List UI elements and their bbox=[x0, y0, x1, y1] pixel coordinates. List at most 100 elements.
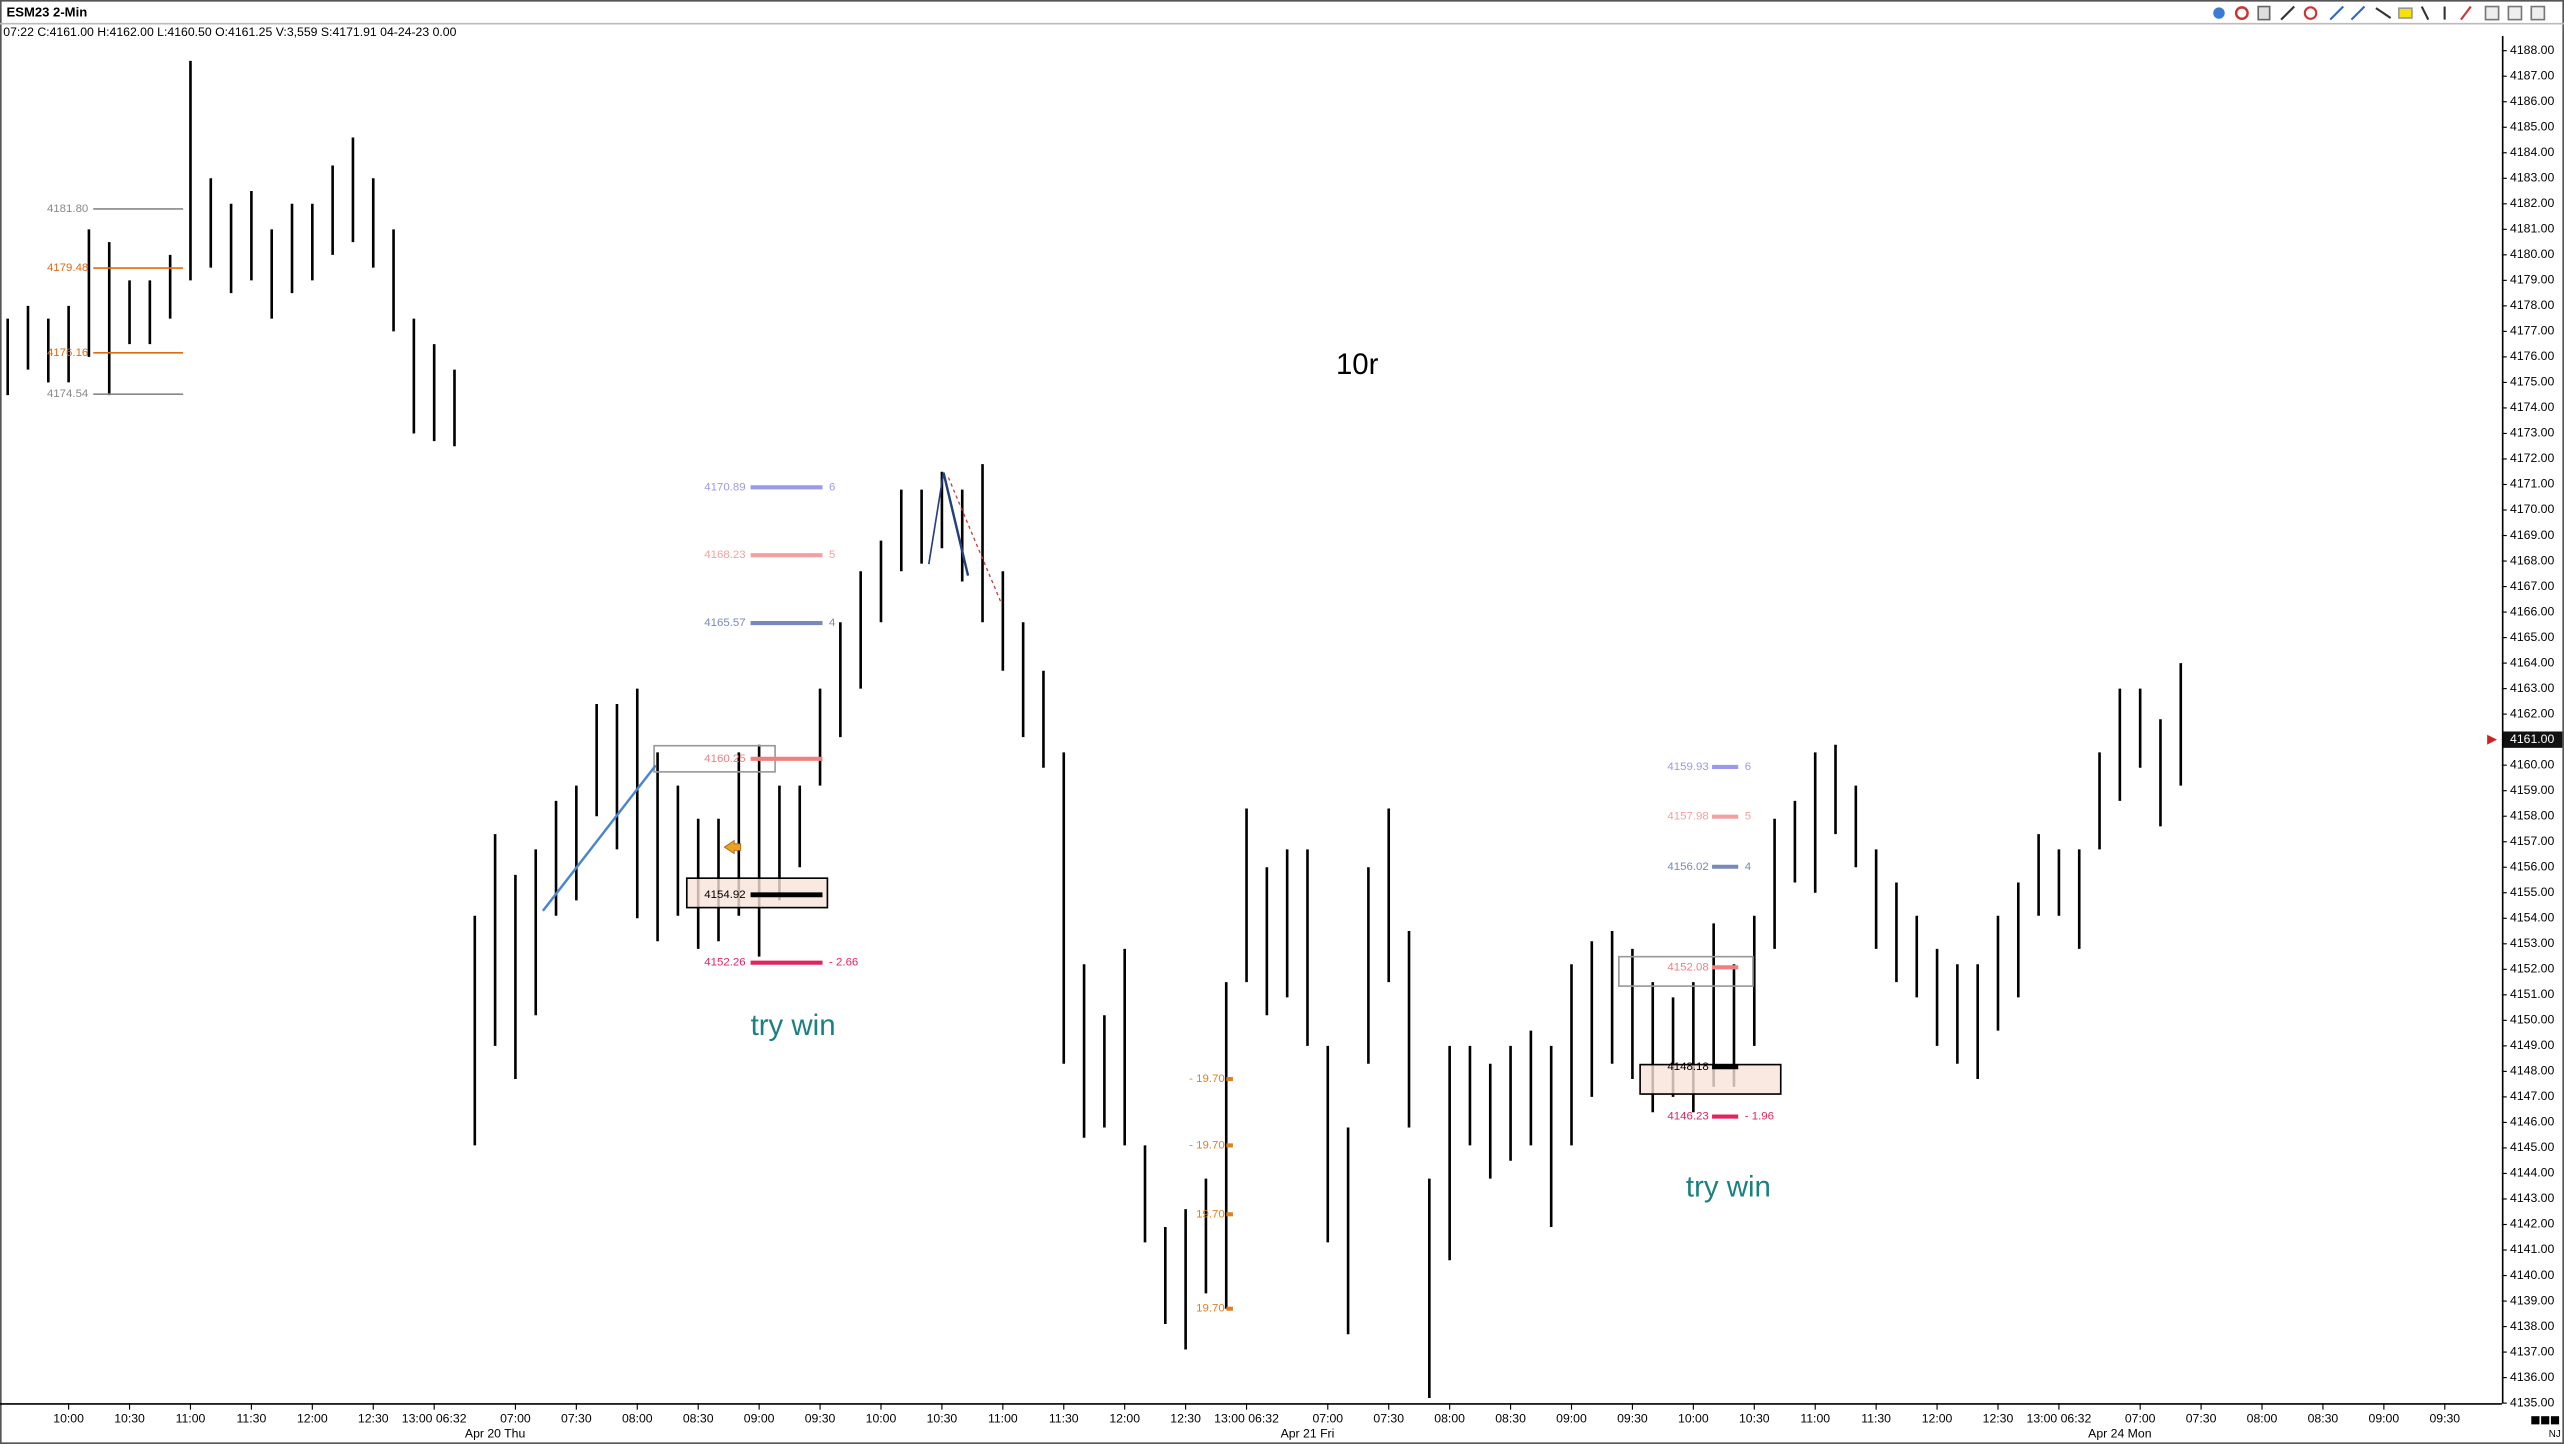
y-tick-label: 4141.00 bbox=[2510, 1242, 2554, 1256]
y-tick-label: 4158.00 bbox=[2510, 808, 2554, 822]
x-tick-label: 08:00 bbox=[2247, 1412, 2278, 1426]
level-label: 4160.25 bbox=[704, 753, 745, 765]
level-label: 4157.98 bbox=[1667, 811, 1708, 823]
x-tick-label: 11:30 bbox=[237, 1412, 267, 1426]
y-tick-label: 4183.00 bbox=[2510, 171, 2554, 185]
x-tick-label: 10:00 bbox=[1678, 1412, 1709, 1426]
window-button[interactable] bbox=[2530, 5, 2546, 21]
level-label: 19.70 bbox=[1196, 1303, 1225, 1315]
x-tick-label: 08:30 bbox=[1495, 1412, 1526, 1426]
y-tick-label: 4184.00 bbox=[2510, 145, 2554, 159]
y-tick-label: 4151.00 bbox=[2510, 987, 2554, 1001]
trend-line bbox=[927, 472, 945, 565]
zone-box bbox=[1618, 955, 1754, 987]
y-tick-label: 4172.00 bbox=[2510, 451, 2554, 465]
level-label: 4156.02 bbox=[1667, 861, 1708, 873]
last-price-arrow bbox=[2487, 734, 2497, 745]
chart-subtitle: 07:22 C:4161.00 H:4162.00 L:4160.50 O:41… bbox=[3, 25, 456, 39]
chart-title: ESM23 2-Min bbox=[7, 5, 88, 20]
x-tick-label: 09:00 bbox=[744, 1412, 775, 1426]
window-button[interactable] bbox=[2484, 5, 2500, 21]
x-tick-label: 11:30 bbox=[1861, 1412, 1891, 1426]
day-label: Apr 21 Fri bbox=[1281, 1426, 1335, 1440]
x-tick-label: 09:00 bbox=[1556, 1412, 1587, 1426]
y-tick-label: 4178.00 bbox=[2510, 298, 2554, 312]
level-label: 4170.89 bbox=[704, 481, 745, 493]
y-tick-label: 4169.00 bbox=[2510, 528, 2554, 542]
y-tick-label: 4163.00 bbox=[2510, 681, 2554, 695]
y-tick-label: 4179.00 bbox=[2510, 273, 2554, 287]
tool-icon[interactable] bbox=[2257, 5, 2271, 21]
x-tick-label: 11:00 bbox=[176, 1412, 206, 1426]
level-tag: 5 bbox=[829, 549, 835, 561]
tool-icon[interactable] bbox=[2375, 7, 2392, 19]
level-label: 4148.18 bbox=[1667, 1061, 1708, 1073]
level-label: 4181.80 bbox=[47, 203, 88, 215]
tool-icon[interactable] bbox=[2213, 7, 2225, 19]
x-tick-label: 10:00 bbox=[866, 1412, 897, 1426]
x-tick-label: 12:30 bbox=[358, 1412, 389, 1426]
y-tick-label: 4180.00 bbox=[2510, 247, 2554, 261]
x-tick-label: 08:30 bbox=[2308, 1412, 2339, 1426]
last-price-box bbox=[2503, 731, 2563, 748]
y-tick-label: 4177.00 bbox=[2510, 324, 2554, 338]
annotation: try win bbox=[751, 1009, 836, 1042]
y-tick-label: 4143.00 bbox=[2510, 1191, 2554, 1205]
cursor bbox=[723, 839, 742, 855]
level-label: 4168.23 bbox=[704, 549, 745, 561]
bar-layer bbox=[6, 60, 2183, 1399]
tool-icon[interactable] bbox=[2329, 5, 2344, 21]
x-tick-label: 12:00 bbox=[297, 1412, 328, 1426]
tool-icon[interactable] bbox=[2280, 5, 2295, 21]
x-tick-label: 10:30 bbox=[927, 1412, 958, 1426]
trend-line bbox=[947, 477, 1002, 603]
x-tick-label: 11:00 bbox=[1800, 1412, 1830, 1426]
tool-icon[interactable] bbox=[2398, 7, 2413, 19]
trend-line bbox=[541, 764, 657, 912]
x-tick-label: 09:00 bbox=[2369, 1412, 2400, 1426]
tool-icon[interactable] bbox=[2350, 5, 2366, 21]
x-tick-label: 11:30 bbox=[1049, 1412, 1079, 1426]
level-tag: 4 bbox=[829, 617, 836, 629]
tool-icon[interactable] bbox=[2420, 6, 2430, 21]
y-tick-label: 4160.00 bbox=[2510, 757, 2554, 771]
y-tick-label: 4171.00 bbox=[2510, 477, 2554, 491]
x-tick-label: 09:30 bbox=[2429, 1412, 2460, 1426]
y-tick-label: 4186.00 bbox=[2510, 94, 2554, 108]
x-tick-label: 08:00 bbox=[622, 1412, 653, 1426]
entry-box bbox=[1639, 1063, 1782, 1095]
level-label: 4152.26 bbox=[704, 957, 745, 969]
y-tick-label: 4146.00 bbox=[2510, 1115, 2554, 1129]
level-label: 4176.16 bbox=[47, 347, 88, 359]
window-button[interactable] bbox=[2507, 5, 2523, 21]
level-tag: - 2.66 bbox=[829, 957, 858, 969]
x-tick-label: 07:00 bbox=[2125, 1412, 2156, 1426]
x-tick-label: 10:30 bbox=[114, 1412, 145, 1426]
y-tick-label: 4188.00 bbox=[2510, 43, 2554, 57]
y-tick-label: 4136.00 bbox=[2510, 1370, 2554, 1384]
status-square bbox=[2550, 1416, 2560, 1425]
y-tick-label: 4152.00 bbox=[2510, 962, 2554, 976]
tool-icon[interactable] bbox=[2234, 6, 2249, 21]
y-tick-label: 4135.00 bbox=[2510, 1395, 2554, 1409]
level-label: 4146.23 bbox=[1667, 1111, 1708, 1123]
day-label: Apr 20 Thu bbox=[465, 1426, 525, 1440]
y-tick-label: 4174.00 bbox=[2510, 400, 2554, 414]
tool-icon[interactable] bbox=[2460, 5, 2472, 21]
trend-line bbox=[942, 472, 970, 576]
level-tag: 4 bbox=[1745, 861, 1752, 873]
y-tick-label: 4176.00 bbox=[2510, 349, 2554, 363]
status-square bbox=[2531, 1416, 2540, 1425]
y-tick-label: 4147.00 bbox=[2510, 1089, 2554, 1103]
y-tick-label: 4145.00 bbox=[2510, 1140, 2554, 1154]
tool-icon[interactable] bbox=[2303, 6, 2318, 20]
level-tag: - 1.96 bbox=[1745, 1111, 1774, 1123]
x-tick-label: 08:00 bbox=[1434, 1412, 1465, 1426]
level-label: 4159.93 bbox=[1667, 761, 1708, 773]
level-label: 19.70 bbox=[1196, 1208, 1225, 1220]
x-tick-label: 11:00 bbox=[988, 1412, 1018, 1426]
y-tick-label: 4138.00 bbox=[2510, 1319, 2554, 1333]
